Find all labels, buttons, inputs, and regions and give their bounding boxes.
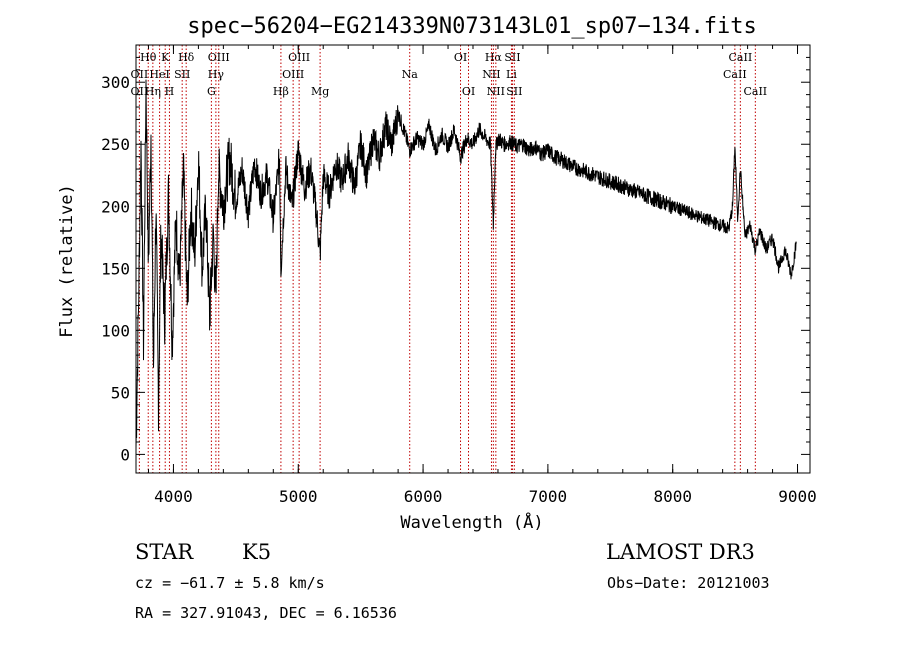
x-tick-label: 4000: [154, 487, 193, 506]
spectral-line-label: CaII: [723, 68, 747, 81]
spectral-line-label: K: [161, 51, 170, 64]
y-tick-label: 200: [101, 197, 130, 216]
spectral-line-label: OII: [131, 85, 149, 98]
chart-title: spec−56204−EG214339N073143L01_sp07−134.f…: [187, 14, 757, 39]
spectral-line-label: G: [207, 85, 216, 98]
spectral-line-label: Hη: [145, 85, 161, 98]
x-tick-label: 6000: [404, 487, 443, 506]
x-tick-label: 9000: [778, 487, 817, 506]
y-tick-label: 150: [101, 259, 130, 278]
object-subclass: K5: [242, 540, 272, 564]
spectral-line-label: CaII: [729, 51, 753, 64]
spectrum-line: [135, 79, 797, 449]
y-axis-label: Flux (relative): [57, 184, 77, 338]
spectral-line-label: Hβ: [273, 85, 289, 98]
plot-frame: [135, 44, 811, 474]
coordinates: RA = 327.91043, DEC = 6.16536: [135, 604, 397, 622]
spectral-line-label: HeI: [149, 68, 169, 81]
y-tick-label: 250: [101, 135, 130, 154]
spectral-line-label: Hθ: [140, 51, 157, 64]
spectral-line-label: Hα: [485, 51, 503, 64]
spectral-line-label: CaII: [743, 85, 767, 98]
redshift-velocity: cz = −61.7 ± 5.8 km/s: [135, 574, 325, 592]
spectral-line-label: Li: [506, 68, 517, 81]
object-class: STAR: [135, 540, 194, 564]
spectral-line-label: SII: [504, 51, 520, 64]
x-axis-label: Wavelength (Å): [400, 511, 543, 533]
y-tick-label: 300: [101, 73, 130, 92]
spectral-line-label: OI: [454, 51, 467, 64]
spectral-line-label: OIII: [288, 51, 310, 64]
x-tick-label: 5000: [279, 487, 318, 506]
spectral-line-label: Na: [402, 68, 419, 81]
spectral-line-label: Mg: [311, 85, 329, 98]
spectral-line-label: Hδ: [178, 51, 195, 64]
spectral-line-label: NII: [487, 85, 505, 98]
x-axis: 4000 5000 6000 7000 8000 9000: [147, 45, 817, 506]
spectral-line-label: H: [165, 85, 175, 98]
spectral-line-label: NII: [482, 68, 500, 81]
y-tick-label: 0: [120, 445, 130, 464]
survey-name: LAMOST DR3: [606, 540, 755, 564]
spectrum-series: [135, 79, 797, 449]
spectral-line-label: Hγ: [208, 68, 225, 81]
spectral-line-label: OII: [131, 68, 149, 81]
y-axis: 0 50 100 150 200 250 300: [101, 56, 810, 464]
x-tick-label: 8000: [653, 487, 692, 506]
y-tick-label: 50: [111, 383, 130, 402]
spectral-line-label: OIII: [282, 68, 304, 81]
spectral-line-label: OI: [462, 85, 475, 98]
observation-date: Obs−Date: 20121003: [607, 574, 770, 592]
y-tick-label: 100: [101, 321, 130, 340]
x-tick-label: 7000: [529, 487, 568, 506]
spectral-line-label: SII: [174, 68, 190, 81]
spectral-line-label: OIII: [208, 51, 230, 64]
spectral-line-label: SII: [506, 85, 522, 98]
